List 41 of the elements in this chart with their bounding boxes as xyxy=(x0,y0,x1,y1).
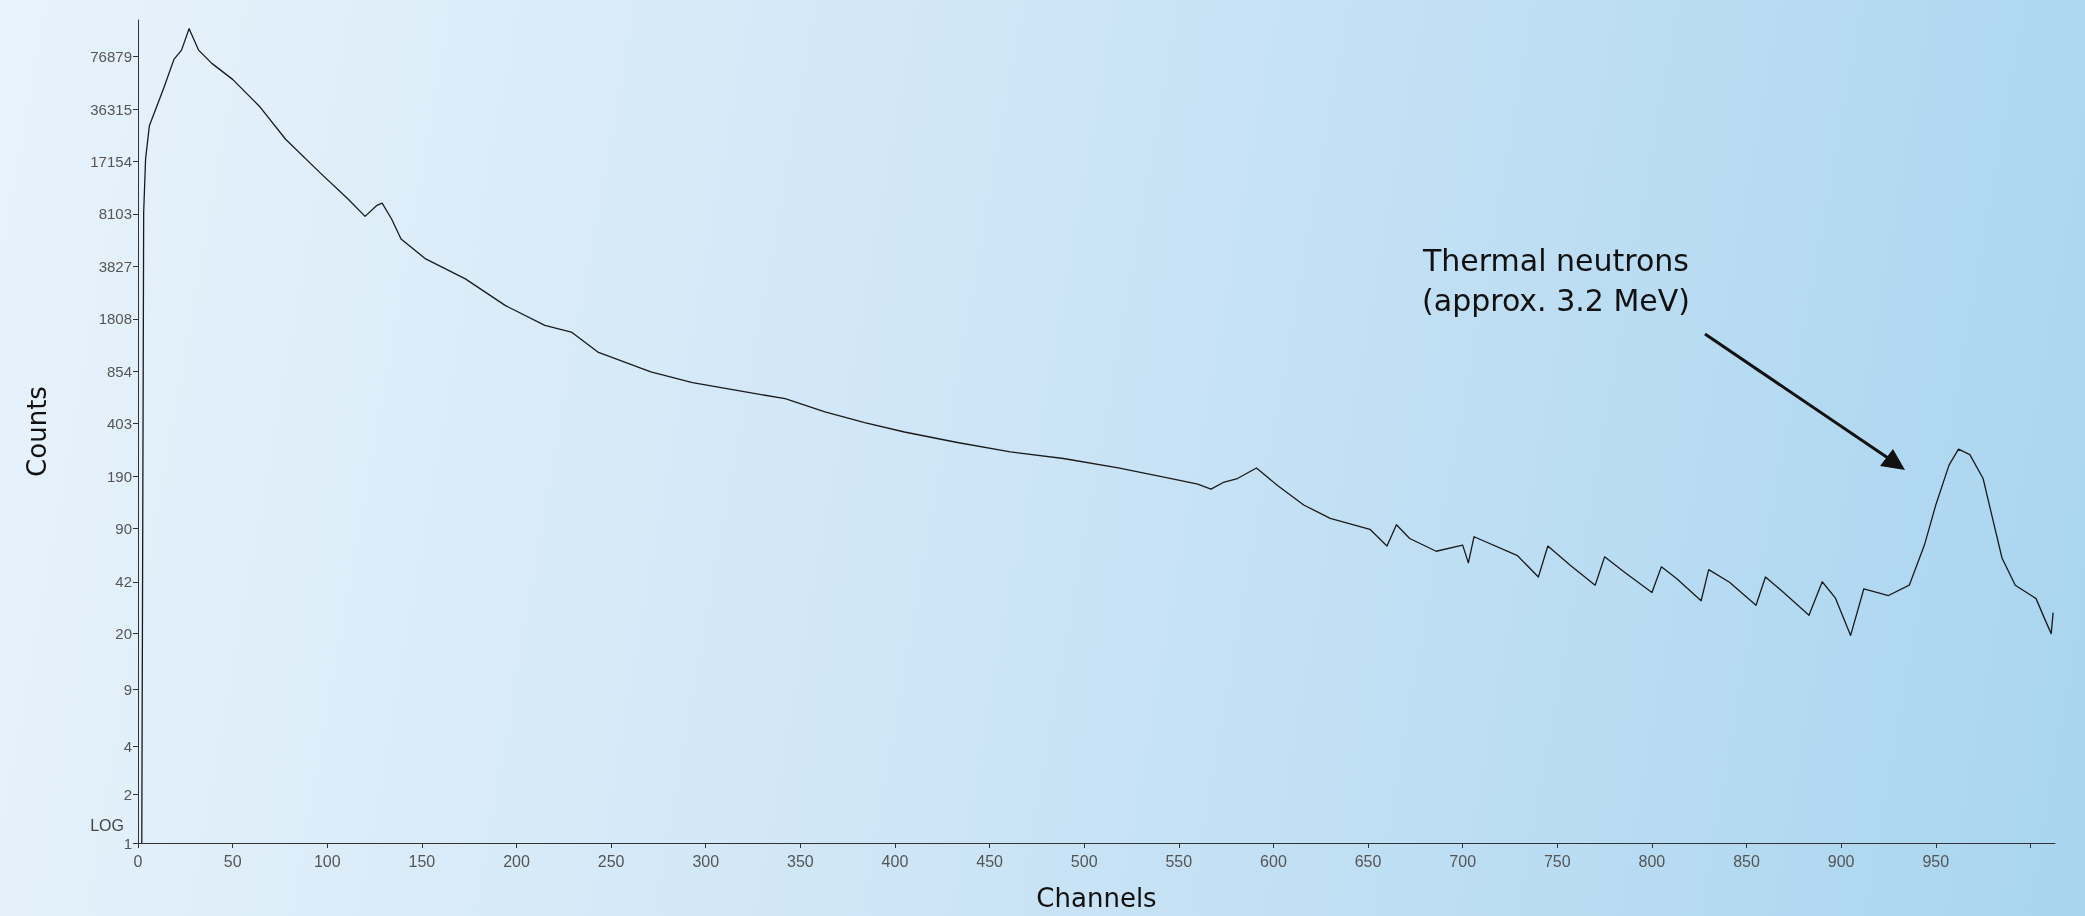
x-tick-label: 50 xyxy=(223,852,242,870)
y-tick-label: 90 xyxy=(115,520,132,537)
x-tick-label: 150 xyxy=(408,852,436,870)
y-tick-label: 8103 xyxy=(98,205,132,223)
y-tick-label: 42 xyxy=(115,573,132,591)
y-tick-label: 1808 xyxy=(98,310,132,328)
x-tick-label: 400 xyxy=(881,852,909,870)
y-tick-label: 17154 xyxy=(90,153,132,171)
x-tick-label: 850 xyxy=(1733,852,1760,870)
y-axis-title: Counts xyxy=(22,386,52,477)
x-tick-label: 900 xyxy=(1827,852,1855,870)
x-tick-label: 750 xyxy=(1543,852,1571,870)
x-tick-label: 350 xyxy=(786,852,814,870)
y-tick-label: 4 xyxy=(123,737,132,755)
x-tick-label: 600 xyxy=(1260,852,1287,870)
x-tick-label: 300 xyxy=(692,852,720,870)
y-tick-label: 9 xyxy=(123,680,132,698)
x-tick-label: 200 xyxy=(503,852,530,870)
y-tick-label: 76879 xyxy=(90,48,132,66)
line-series xyxy=(141,28,2054,844)
text: LOG xyxy=(90,816,124,834)
y-tick-label: 36315 xyxy=(90,100,132,118)
x-tick-label: 950 xyxy=(1922,852,1950,870)
x-tick-label: 700 xyxy=(1449,852,1477,870)
x-tick-label: 650 xyxy=(1354,852,1382,870)
x-tick-label: 800 xyxy=(1638,852,1666,870)
x-axis-title: Channels xyxy=(1036,883,1157,913)
y-tick-label: 854 xyxy=(106,362,132,380)
y-tick-label: 1 xyxy=(123,834,132,852)
y-tick-label: 403 xyxy=(106,415,132,433)
y-tick-label: 3827 xyxy=(98,257,132,275)
annotation: Thermal neutrons (approx. 3.2 MeV) xyxy=(1421,242,1690,318)
y-tick-label: 190 xyxy=(106,467,132,485)
y-tick-label: 20 xyxy=(115,625,132,643)
x-tick-label: 100 xyxy=(313,852,341,870)
x-tick-label: 450 xyxy=(976,852,1004,870)
x-tick-label: 550 xyxy=(1165,852,1193,870)
x-tick-label: 0 xyxy=(133,852,143,870)
x-tick-label: 250 xyxy=(597,852,625,870)
x-tick-label: 500 xyxy=(1070,852,1098,870)
y-tick-label: 2 xyxy=(123,786,132,804)
